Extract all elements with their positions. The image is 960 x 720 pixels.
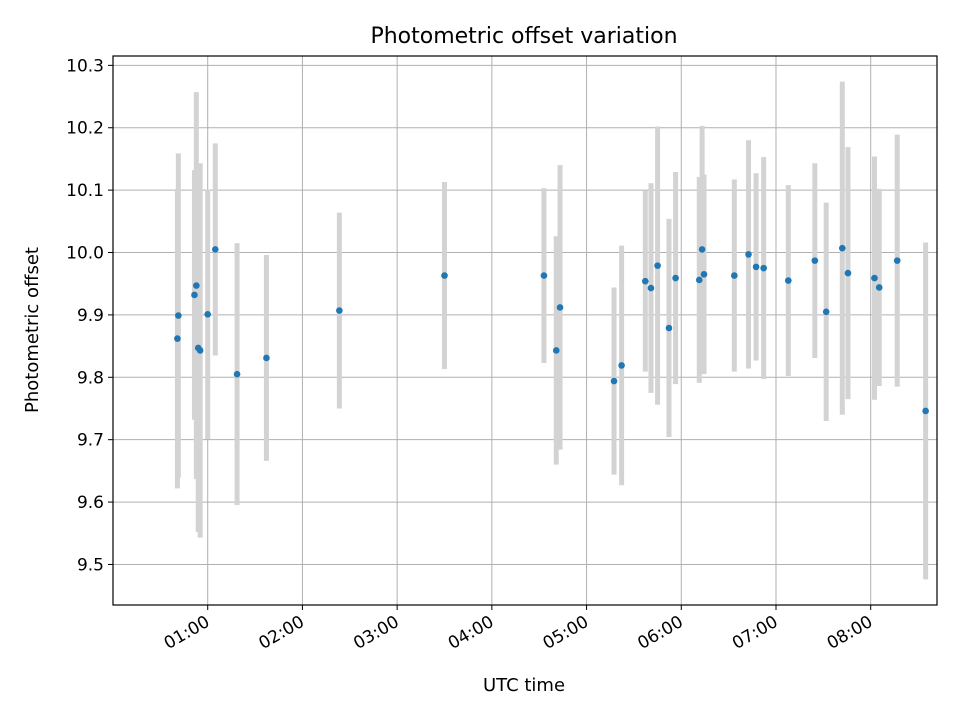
data-point: [893, 257, 901, 264]
data-point: [191, 291, 198, 299]
plot-frame: [112, 55, 938, 606]
data-point: [698, 246, 706, 253]
data-point: [552, 347, 560, 354]
data-point: [193, 282, 200, 289]
data-point: [922, 407, 929, 415]
data-point: [233, 370, 241, 378]
data-point: [745, 251, 752, 258]
y-axis: 9.5 9.6 9.7 9.8 9.9 10.0 10.1 10.2 10.3: [66, 56, 113, 575]
data-point: [263, 354, 270, 362]
data-point: [875, 284, 883, 291]
y-tick-label: 10.1: [66, 181, 104, 201]
y-tick-label: 9.8: [77, 368, 104, 388]
y-tick-label: 9.6: [77, 493, 104, 513]
data-point: [211, 246, 219, 253]
y-tick-label: 10.3: [66, 56, 104, 76]
data-point: [665, 324, 673, 332]
data-point: [204, 310, 212, 318]
data-point: [641, 277, 649, 285]
data-point: [647, 284, 655, 292]
data-point: [838, 244, 846, 252]
data-point: [196, 347, 204, 354]
y-tick-label: 9.9: [77, 306, 104, 326]
data-point: [871, 274, 878, 282]
data-points: [174, 244, 929, 415]
data-point: [752, 263, 760, 271]
data-point: [654, 262, 661, 269]
data-point: [175, 312, 182, 319]
data-point: [731, 272, 738, 279]
data-point: [760, 264, 767, 272]
data-point: [811, 257, 819, 264]
data-point: [672, 274, 679, 282]
y-tick-label: 10.0: [66, 244, 104, 264]
y-tick-label: 9.7: [77, 431, 104, 451]
data-point: [822, 308, 830, 316]
data-point: [174, 335, 181, 342]
data-point: [336, 307, 343, 314]
data-point: [441, 272, 448, 279]
grid: [113, 56, 937, 605]
data-point: [540, 272, 548, 279]
y-tick-label: 9.5: [77, 555, 104, 575]
data-point: [785, 277, 792, 284]
y-axis-label: Photometric offset: [22, 247, 43, 413]
x-axis-label: UTC time: [483, 675, 565, 696]
data-point: [610, 377, 618, 385]
data-point: [556, 304, 564, 311]
chart-title: Photometric offset variation: [370, 24, 677, 49]
data-point: [695, 276, 703, 284]
y-tick-label: 10.2: [66, 119, 104, 139]
data-point: [700, 271, 708, 278]
data-point: [844, 269, 852, 277]
data-point: [618, 362, 625, 369]
